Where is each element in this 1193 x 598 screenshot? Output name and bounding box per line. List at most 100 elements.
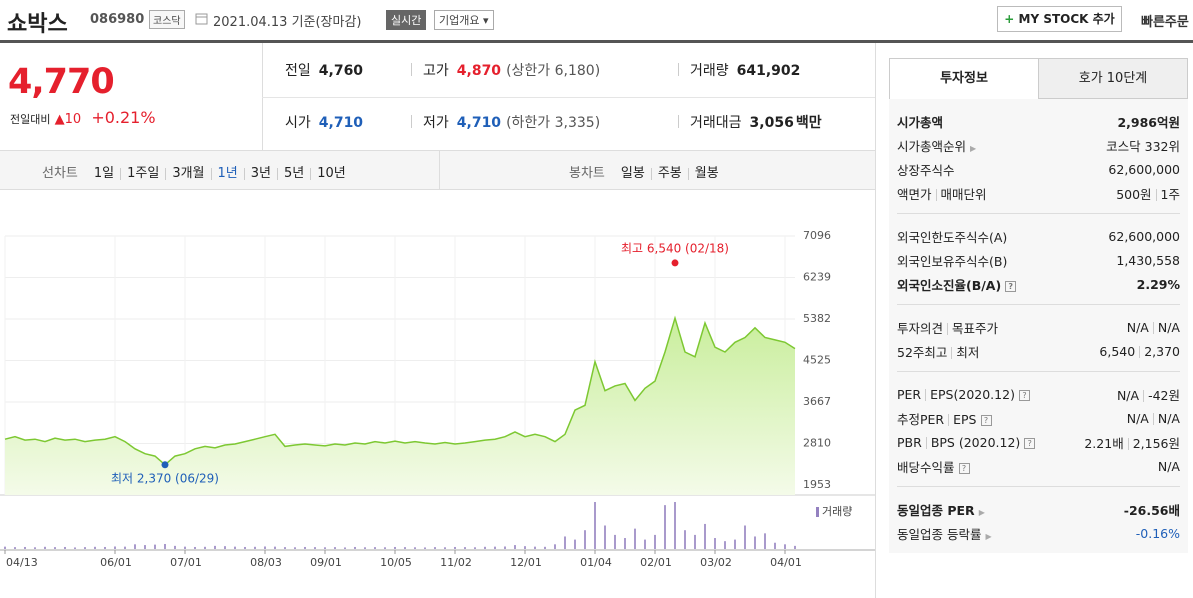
info-row: 외국인소진율(B/A)? 2.29%	[897, 272, 1180, 296]
label-part: EPS(2020.12)	[930, 386, 1015, 402]
cell-value: 4,870	[456, 63, 502, 79]
date: 2021.04.13 기준(장마감)	[213, 15, 362, 30]
tab-item[interactable]: 5년	[284, 166, 305, 181]
row-value: N/A N/A	[1127, 411, 1180, 426]
label-part: 최저	[956, 344, 980, 360]
volume-bar	[564, 536, 566, 549]
cell-label: 거래대금	[690, 115, 742, 131]
tab-item[interactable]: 1년	[217, 166, 238, 181]
change-value: 10	[64, 112, 82, 127]
volume-bar	[734, 539, 736, 549]
value-part: 1주	[1160, 186, 1180, 202]
label-part: 상장주식수	[897, 162, 955, 178]
divider	[925, 437, 927, 449]
row-value: 2,986억원	[1117, 112, 1180, 131]
row-value: 62,600,000	[1108, 229, 1180, 244]
divider	[1143, 390, 1145, 402]
volume-bar	[134, 544, 136, 549]
tab-item[interactable]: 10년	[317, 166, 346, 181]
realtime-button[interactable]: 실시간	[386, 10, 427, 30]
value-part: 2,370	[1144, 343, 1180, 359]
cell-label: 거래량	[690, 63, 729, 79]
tab-item[interactable]: 3개월	[172, 166, 205, 181]
help-icon[interactable]: ?	[1005, 280, 1017, 292]
divider	[262, 97, 875, 98]
company-button[interactable]: 기업개요 ▾	[434, 10, 494, 30]
volume-bar	[504, 546, 506, 549]
value-part: 6,540	[1099, 343, 1136, 359]
volume-bar	[284, 547, 286, 549]
divider	[411, 115, 412, 128]
volume-bar	[384, 547, 386, 549]
tab-item[interactable]: 월봉	[694, 166, 719, 181]
volume-bar	[324, 547, 326, 549]
volume-bar	[534, 546, 536, 549]
volume-bar	[304, 546, 306, 549]
value-part: N/A	[1126, 319, 1149, 335]
row-label: 추정PER EPS?	[897, 409, 992, 428]
x-tick-label: 09/01	[310, 556, 342, 569]
label-part: 52주최고	[897, 344, 948, 360]
cell-label: 전일	[285, 63, 311, 79]
tab-item[interactable]: 1주일	[127, 166, 160, 181]
row-label: PER EPS(2020.12)?	[897, 387, 1030, 402]
label-part: 추정PER	[897, 411, 945, 427]
divider	[678, 63, 679, 76]
tab-item[interactable]: 3년	[250, 166, 271, 181]
tab-item[interactable]: 1일	[93, 166, 115, 181]
divider	[243, 167, 245, 180]
value-part: 62,600,000	[1108, 161, 1180, 177]
info-row: 추정PER EPS? N/A N/A	[897, 406, 1180, 430]
volume-bar	[754, 536, 756, 549]
label-part: 외국인소진율(B/A)	[897, 277, 1002, 293]
stock-name: 쇼박스	[7, 12, 68, 37]
value-part: -0.16%	[1135, 525, 1180, 541]
label-part: 배당수익률	[897, 459, 955, 475]
info-group: 투자의견 목표주가 N/A N/A 52주최고 최저 6,540 2,370	[897, 305, 1180, 372]
cell-label: 저가	[423, 115, 449, 131]
row-label: 상장주식수	[897, 160, 955, 179]
cell-value: 4,710	[318, 115, 364, 131]
volume-bar	[4, 546, 6, 549]
divider	[678, 115, 679, 128]
info-tab[interactable]: 호가 10단계	[1039, 58, 1188, 99]
info-tab[interactable]: 투자정보	[889, 58, 1039, 99]
value-part: -26.56배	[1123, 502, 1180, 518]
help-icon[interactable]: ?	[958, 462, 970, 474]
volume-bar	[194, 546, 196, 549]
divider	[947, 323, 949, 335]
volume-bar	[514, 545, 516, 549]
help-icon[interactable]: ?	[980, 414, 992, 426]
value-part: 62,600,000	[1108, 228, 1180, 244]
info-row: 동일업종 등락률 ▶ -0.16%	[897, 521, 1180, 545]
divider	[951, 347, 953, 359]
help-icon[interactable]: ?	[1018, 389, 1030, 401]
extreme-dot	[161, 461, 169, 469]
quick-order[interactable]: 빠른주문	[1141, 15, 1189, 30]
tab-item[interactable]: 주봉	[657, 166, 682, 181]
x-tick-label: 10/05	[380, 556, 412, 569]
volume-bar	[64, 546, 66, 549]
y-tick-label: 3667	[803, 395, 831, 408]
cell-value: 4,710	[456, 115, 502, 131]
chart-tabs: 선차트 1일 1주일 3개월 1년 3년 5년 10년 봉차트 일봉 주봉 월봉	[0, 150, 875, 190]
mystock-button[interactable]: + MY STOCK 추가	[997, 6, 1122, 32]
row-value: 1,430,558	[1116, 253, 1180, 268]
volume-bar	[184, 546, 186, 549]
volume-bar	[464, 547, 466, 549]
value-part: 500원	[1116, 186, 1152, 202]
divider	[687, 167, 689, 180]
info-row: 배당수익률? N/A	[897, 454, 1180, 478]
volume-bar	[274, 546, 276, 549]
x-tick-label: 03/02	[700, 556, 732, 569]
volume-bar	[574, 539, 576, 549]
label-part: 매매단위	[940, 186, 987, 202]
arrow-icon: ▶	[970, 143, 977, 153]
divider	[1152, 322, 1154, 334]
row-label: 외국인보유주식수(B)	[897, 251, 1007, 270]
value-part: N/A	[1126, 410, 1149, 426]
tab-item[interactable]: 일봉	[620, 166, 645, 181]
label-part: PER	[897, 386, 922, 402]
volume-bar	[104, 546, 106, 549]
help-icon[interactable]: ?	[1024, 437, 1036, 449]
